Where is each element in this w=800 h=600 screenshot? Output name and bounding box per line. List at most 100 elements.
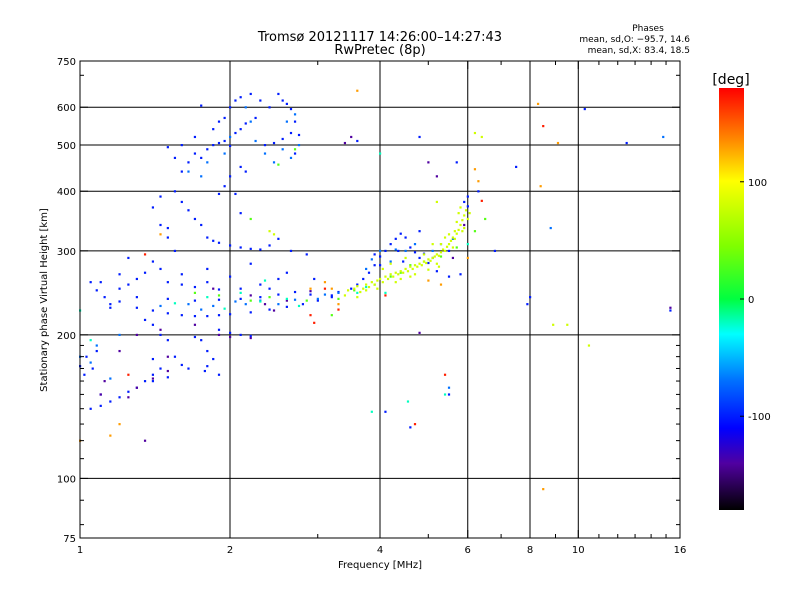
data-point <box>404 236 407 239</box>
data-point <box>362 287 365 290</box>
data-point <box>449 239 453 242</box>
data-point <box>103 296 106 299</box>
data-point <box>244 170 247 173</box>
data-point <box>135 386 138 389</box>
data-point <box>466 195 469 198</box>
data-point <box>263 279 267 282</box>
data-point <box>143 318 147 322</box>
data-point <box>159 304 162 308</box>
data-point <box>159 333 162 337</box>
data-points <box>79 89 672 491</box>
data-point <box>289 156 293 160</box>
data-point <box>459 273 462 276</box>
data-point <box>346 289 350 292</box>
data-point <box>200 156 203 160</box>
data-point <box>350 287 353 290</box>
data-point <box>480 199 483 202</box>
data-point <box>435 200 438 204</box>
colorbar-tick-label: -100 <box>748 412 771 423</box>
data-point <box>193 291 197 294</box>
data-point <box>439 255 443 258</box>
data-point <box>323 293 327 296</box>
data-point <box>151 357 155 361</box>
data-point <box>439 243 443 246</box>
data-point <box>466 217 469 221</box>
data-point <box>159 195 162 198</box>
data-point <box>373 283 376 286</box>
data-point <box>431 256 434 260</box>
data-point <box>268 230 271 233</box>
data-point <box>463 214 466 217</box>
data-point <box>447 249 451 253</box>
data-point <box>187 303 190 306</box>
data-point <box>217 333 221 337</box>
data-point <box>587 344 591 347</box>
data-point <box>343 141 347 145</box>
data-point <box>463 223 466 227</box>
data-point <box>552 323 555 326</box>
data-point <box>389 262 392 265</box>
stats-x-mode: mean, sd,X: 83.4, 18.5 <box>588 46 690 56</box>
data-point <box>330 294 333 297</box>
colorbar-tick-label: 100 <box>748 178 767 189</box>
data-point <box>464 209 468 212</box>
data-point <box>447 393 451 396</box>
data-point <box>268 106 271 109</box>
data-point <box>356 296 359 299</box>
data-point <box>118 287 121 290</box>
data-point <box>381 281 384 284</box>
data-point <box>127 390 130 393</box>
data-point <box>542 488 545 491</box>
data-point <box>135 277 138 281</box>
data-point <box>118 396 121 399</box>
data-point <box>143 380 147 383</box>
data-point <box>435 175 438 178</box>
data-point <box>272 161 276 164</box>
data-point <box>285 297 288 300</box>
data-point <box>263 303 267 306</box>
data-point <box>356 291 359 294</box>
data-point <box>384 294 387 297</box>
data-point <box>473 230 477 233</box>
data-point <box>268 244 271 247</box>
x-tick-label: 2 <box>227 545 233 556</box>
data-point <box>443 373 447 376</box>
data-point <box>323 281 327 284</box>
data-point <box>427 161 430 164</box>
data-point <box>103 380 106 383</box>
data-point <box>249 262 252 265</box>
data-point <box>447 243 451 246</box>
data-point <box>365 267 368 271</box>
data-point <box>422 253 426 256</box>
data-point <box>118 349 121 353</box>
data-point <box>431 243 434 246</box>
data-point <box>429 259 432 262</box>
data-point <box>268 308 271 311</box>
data-point <box>200 339 203 342</box>
data-point <box>394 281 397 284</box>
data-point <box>173 190 177 193</box>
data-point <box>313 277 316 281</box>
data-point <box>297 304 301 308</box>
data-point <box>249 336 252 340</box>
data-point <box>515 165 518 169</box>
data-point <box>406 400 410 403</box>
data-point <box>447 233 451 236</box>
data-point <box>249 92 252 96</box>
data-point <box>427 258 430 261</box>
data-point <box>289 107 293 111</box>
data-point <box>365 289 368 292</box>
data-point <box>217 294 221 297</box>
data-point <box>151 309 155 312</box>
data-point <box>234 192 237 196</box>
y-tick-label: 500 <box>57 141 76 152</box>
data-point <box>239 287 242 290</box>
data-point <box>466 256 469 260</box>
data-point <box>468 212 471 215</box>
data-point <box>229 135 232 139</box>
data-point <box>83 373 86 376</box>
y-tick-label: 750 <box>57 57 76 68</box>
data-point <box>217 373 221 376</box>
data-point <box>337 303 340 306</box>
data-point <box>277 277 280 281</box>
